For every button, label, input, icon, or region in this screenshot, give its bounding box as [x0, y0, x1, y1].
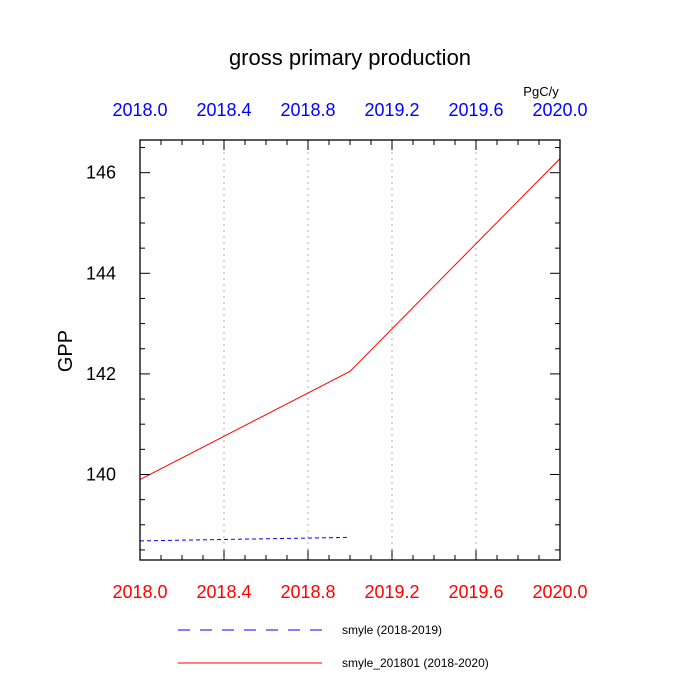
x-top-tick-label: 2018.4 — [196, 100, 251, 120]
series-line-2 — [139, 158, 561, 480]
tick-labels: 2018.0 2018.0 2018.4 2018.4 2018.8 2018.8 2019… — [86, 100, 588, 602]
y-tick-label: 140 — [86, 464, 116, 484]
legend-label-1: smyle (2018-2019) — [342, 623, 442, 637]
x-top-tick-label: 2019.6 — [448, 100, 503, 120]
y-tick-label: 146 — [86, 163, 116, 183]
units-label: PgC/y — [523, 84, 559, 99]
legend: smyle (2018-2019) smyle_201801 (2018-2020… — [178, 623, 489, 670]
x-bottom-tick-label: 2020.0 — [532, 582, 587, 602]
plot-frame — [139, 139, 561, 561]
x-bottom-tick-label: 2019.2 — [364, 582, 419, 602]
y-tick-label: 144 — [86, 263, 116, 283]
x-top-tick-label: 2018.8 — [280, 100, 335, 120]
y-axis-label: GPP — [55, 330, 77, 372]
x-bottom-tick-label: 2019.6 — [448, 582, 503, 602]
series-lines — [139, 158, 561, 542]
x-bottom-tick-label: 2018.8 — [280, 582, 335, 602]
x-bottom-tick-label: 2018.0 — [112, 582, 167, 602]
axis-ticks — [139, 140, 561, 560]
x-top-tick-label: 2020.0 — [532, 100, 587, 120]
legend-label-2: smyle_201801 (2018-2020) — [342, 656, 489, 670]
x-top-tick-label: 2018.0 — [112, 100, 167, 120]
x-bottom-tick-label: 2018.4 — [196, 582, 251, 602]
grid-lines — [223, 140, 477, 560]
series-line-1 — [139, 536, 351, 542]
x-top-tick-label: 2019.2 — [364, 100, 419, 120]
y-tick-label: 142 — [86, 364, 116, 384]
chart-title: gross primary production — [229, 45, 471, 70]
